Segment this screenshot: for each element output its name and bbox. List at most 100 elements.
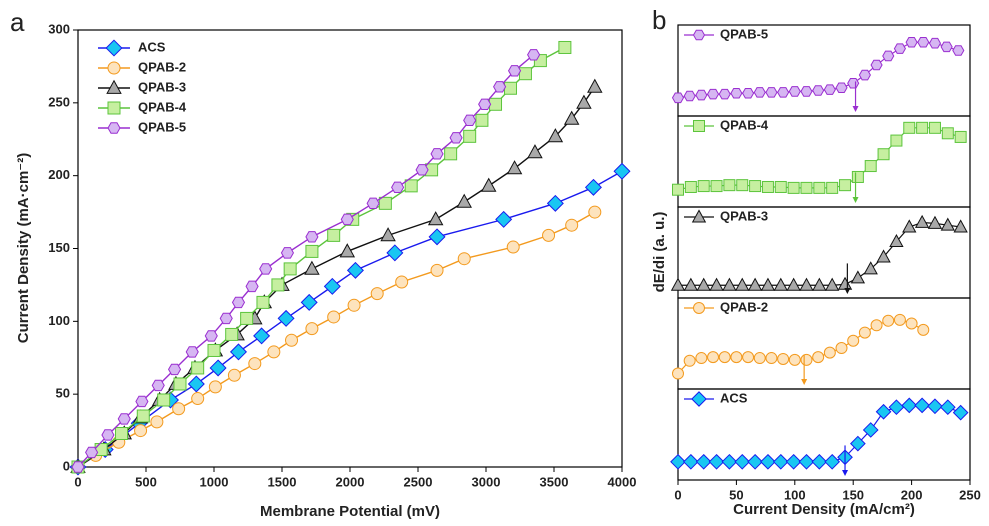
marker [940, 217, 955, 231]
marker [876, 249, 891, 263]
legend-label: QPAB-2 [138, 59, 186, 74]
marker [670, 277, 686, 291]
marker [693, 302, 705, 314]
arrow-head [844, 288, 851, 294]
marker [800, 86, 813, 97]
marker [107, 61, 121, 75]
marker [693, 120, 705, 132]
marker [777, 352, 790, 365]
marker [283, 262, 297, 276]
marker [893, 313, 906, 326]
marker [346, 261, 364, 279]
marker [811, 453, 828, 470]
marker [107, 122, 121, 134]
marker [271, 278, 285, 292]
marker [952, 404, 969, 421]
marker [695, 352, 708, 365]
marker [837, 276, 853, 290]
marker [327, 310, 341, 324]
x-tick-label: 3500 [540, 474, 569, 489]
marker [135, 395, 149, 408]
marker [101, 429, 115, 441]
marker [323, 277, 341, 295]
marker [683, 277, 699, 291]
marker [117, 413, 131, 425]
marker [917, 37, 930, 48]
marker [546, 194, 564, 212]
marker [928, 121, 941, 134]
marker [916, 121, 929, 134]
marker [671, 92, 685, 104]
marker [670, 453, 686, 470]
y-tick-label: 50 [56, 386, 70, 401]
marker [457, 252, 471, 266]
marker [267, 345, 281, 359]
marker [786, 277, 801, 291]
marker [928, 37, 942, 49]
marker [280, 247, 295, 259]
marker [518, 67, 532, 81]
marker [765, 352, 778, 365]
marker [428, 228, 446, 246]
marker [507, 65, 522, 77]
y-axis-label: dE/di (a. u.) [651, 212, 668, 293]
marker [404, 179, 418, 193]
marker [240, 311, 254, 325]
series-line [678, 404, 961, 463]
marker [305, 244, 319, 258]
marker [888, 399, 905, 416]
marker [870, 319, 883, 332]
marker [749, 180, 762, 193]
x-tick-label: 150 [842, 487, 864, 502]
marker [914, 397, 930, 414]
marker [456, 193, 472, 208]
marker [415, 164, 429, 176]
marker [877, 148, 890, 161]
marker [723, 179, 736, 192]
y-tick-label: 250 [48, 94, 70, 109]
legend-label: QPAB-4 [720, 117, 769, 132]
legend-label: ACS [138, 39, 166, 54]
marker [864, 160, 877, 173]
x-tick-label: 100 [784, 487, 806, 502]
marker [753, 87, 766, 98]
marker [185, 346, 199, 358]
marker [191, 392, 205, 406]
marker [444, 147, 458, 161]
marker [890, 134, 903, 147]
marker [370, 287, 384, 301]
arrow-head [801, 379, 808, 385]
marker [812, 85, 825, 96]
marker [547, 128, 564, 143]
marker [105, 39, 123, 57]
marker [157, 393, 171, 407]
marker [527, 144, 543, 159]
marker [85, 446, 99, 459]
marker [449, 132, 463, 144]
marker [825, 277, 840, 291]
marker [851, 170, 864, 183]
marker [503, 81, 517, 95]
marker [229, 343, 247, 361]
marker [742, 351, 755, 364]
marker [847, 77, 860, 89]
x-axis-label: Current Density (mA/cm²) [733, 501, 915, 518]
marker [798, 453, 815, 470]
marker [730, 87, 743, 99]
marker [905, 37, 918, 48]
marker [493, 81, 507, 93]
x-tick-label: 500 [135, 474, 157, 489]
marker [391, 181, 405, 194]
marker [747, 453, 763, 470]
marker [684, 180, 697, 193]
marker [259, 263, 273, 275]
marker [107, 101, 121, 115]
legend-label: ACS [720, 390, 748, 405]
marker [824, 453, 841, 470]
marker [826, 181, 839, 194]
marker [761, 180, 774, 193]
marker [812, 351, 825, 364]
x-tick-label: 1500 [268, 474, 297, 489]
marker [106, 79, 122, 94]
marker [858, 326, 871, 339]
